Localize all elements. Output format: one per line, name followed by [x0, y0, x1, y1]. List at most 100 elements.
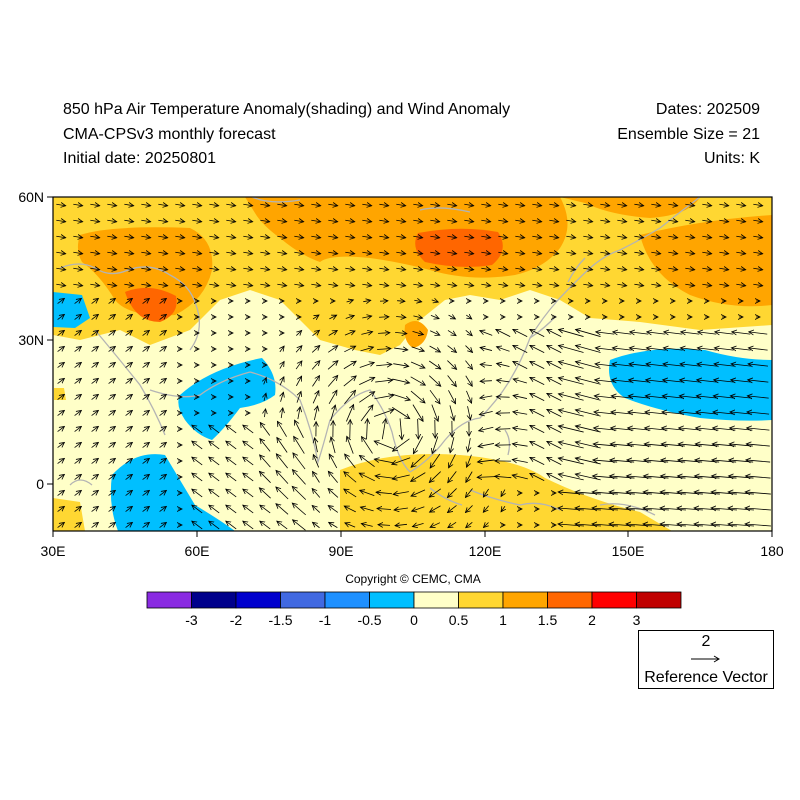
- wind-vector: [91, 298, 99, 304]
- wind-vector: [479, 427, 494, 431]
- wind-vector: [142, 506, 150, 512]
- wind-vector: [530, 345, 545, 353]
- wind-vector: [142, 362, 150, 368]
- wind-vector: [125, 474, 133, 480]
- wind-vector: [447, 236, 456, 238]
- wind-vector: [91, 474, 99, 480]
- wind-vector: [668, 252, 677, 254]
- wind-vector: [400, 418, 402, 439]
- wind-vector: [466, 390, 471, 403]
- wind-vector: [363, 300, 371, 301]
- wind-vector: [449, 405, 454, 420]
- wind-vector: [530, 409, 545, 417]
- wind-vector: [329, 522, 338, 528]
- wind-vector: [362, 204, 371, 206]
- wind-vector: [702, 252, 711, 254]
- title-line-2: CMA-CPSv3 monthly forecast: [63, 126, 276, 143]
- wind-vector: [125, 522, 133, 528]
- wind-vector: [496, 429, 511, 430]
- wind-vector: [158, 220, 167, 222]
- wind-vector: [343, 361, 356, 370]
- wind-vector: [74, 442, 82, 448]
- wind-vector: [719, 204, 728, 206]
- wind-vector: [414, 300, 421, 302]
- wind-vector: [90, 268, 99, 270]
- wind-vector: [634, 220, 643, 222]
- lat-tick-30n: 30N: [18, 332, 44, 348]
- wind-vector: [142, 394, 150, 400]
- wind-vector: [362, 316, 371, 318]
- wind-vector: [345, 268, 354, 270]
- wind-vector: [465, 315, 472, 319]
- wind-vector: [125, 490, 133, 496]
- wind-vector: [192, 505, 203, 514]
- wind-vector: [74, 378, 82, 384]
- wind-vector: [753, 220, 762, 222]
- wind-vector: [277, 421, 287, 437]
- wind-vector: [515, 204, 524, 206]
- wind-vector: [410, 376, 426, 385]
- wind-vector: [465, 360, 472, 370]
- wind-vector: [359, 473, 375, 482]
- wind-vector: [108, 330, 116, 336]
- lon-tick-30e: 30E: [41, 543, 66, 559]
- wind-vector: [125, 298, 133, 304]
- wind-vector: [329, 315, 336, 319]
- wind-vector: [226, 473, 237, 482]
- wind-vector: [429, 488, 442, 497]
- wind-vector: [74, 506, 82, 512]
- wind-vector: [753, 236, 762, 238]
- wind-vector: [277, 220, 286, 222]
- wind-vector: [681, 332, 700, 334]
- wind-vector: [477, 477, 495, 478]
- wind-vector: [547, 409, 562, 417]
- wind-vector: [747, 396, 769, 398]
- wind-vector: [413, 284, 422, 286]
- wind-vector: [91, 394, 99, 400]
- wind-vector: [209, 284, 218, 286]
- wind-vector: [464, 220, 473, 222]
- wind-vector: [108, 490, 116, 496]
- wind-vector: [226, 204, 235, 206]
- wind-vector: [412, 523, 424, 526]
- wind-vector: [360, 507, 374, 512]
- wind-vector: [294, 436, 305, 454]
- wind-vector: [74, 314, 82, 320]
- wind-vector: [566, 220, 575, 222]
- wind-vector: [260, 220, 269, 222]
- wind-vector: [447, 488, 457, 497]
- wind-vector: [296, 376, 301, 387]
- wind-vector: [698, 332, 717, 334]
- wind-vector: [617, 204, 626, 206]
- wind-vector: [702, 284, 711, 286]
- wind-vector: [226, 425, 237, 434]
- wind-vector: [125, 314, 133, 320]
- wind-vector: [264, 393, 266, 401]
- wind-vector: [753, 204, 762, 206]
- wind-vector: [464, 284, 473, 286]
- copyright-text: Copyright © CEMC, CMA: [345, 572, 481, 586]
- wind-vector: [107, 204, 116, 206]
- wind-vector: [558, 458, 584, 465]
- wind-vector: [430, 268, 439, 270]
- wind-vector: [328, 346, 337, 353]
- wind-vector: [501, 505, 505, 512]
- wind-vector: [124, 284, 133, 286]
- colorbar-label: 0.5: [448, 612, 469, 628]
- wind-vector: [515, 284, 524, 286]
- wind-vector: [428, 375, 440, 387]
- wind-vector: [732, 332, 751, 334]
- wind-vector: [57, 330, 65, 336]
- colorbar-cell: [591, 591, 637, 609]
- wind-vector: [142, 314, 150, 320]
- wind-vector: [530, 329, 545, 337]
- wind-vector: [209, 521, 220, 530]
- wind-vector: [558, 346, 584, 353]
- wind-vector: [719, 252, 728, 254]
- wind-vector: [532, 252, 541, 254]
- wind-vector: [583, 284, 592, 286]
- wind-vector: [430, 252, 439, 254]
- wind-vector: [481, 220, 490, 222]
- wind-vector: [549, 268, 558, 270]
- wind-vector: [295, 361, 302, 370]
